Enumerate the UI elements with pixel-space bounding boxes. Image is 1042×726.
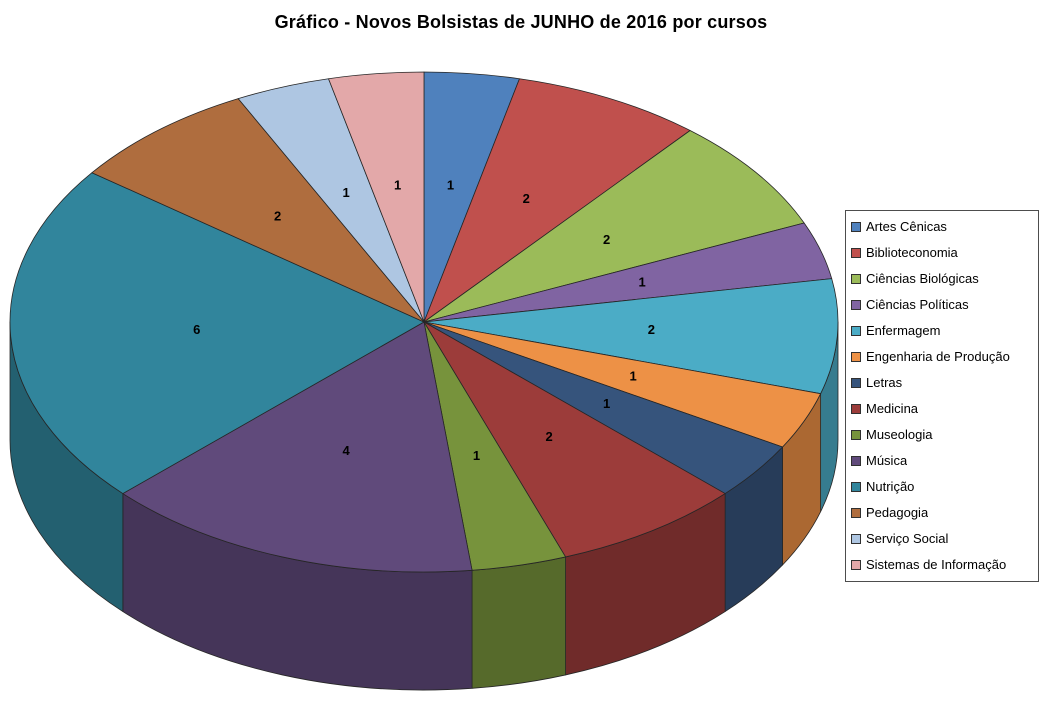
legend-swatch bbox=[851, 274, 861, 284]
legend-swatch bbox=[851, 456, 861, 466]
slice-data-label: 1 bbox=[603, 396, 610, 411]
legend-label: Artes Cênicas bbox=[866, 219, 947, 234]
slice-data-label: 4 bbox=[343, 443, 351, 458]
legend-swatch bbox=[851, 508, 861, 518]
legend-item[interactable]: Serviço Social bbox=[851, 529, 1034, 549]
chart-title: Gráfico - Novos Bolsistas de JUNHO de 20… bbox=[274, 12, 768, 32]
pie-slice[interactable] bbox=[122, 321, 473, 573]
slice-data-label: 1 bbox=[343, 185, 350, 200]
legend-item[interactable]: Ciências Políticas bbox=[851, 295, 1034, 315]
legend-item[interactable]: Nutrição bbox=[851, 477, 1034, 497]
slice-data-label: 1 bbox=[473, 448, 480, 463]
legend-label: Nutrição bbox=[866, 479, 915, 494]
legend-swatch bbox=[851, 378, 861, 388]
legend-swatch bbox=[851, 404, 861, 414]
legend-label: Museologia bbox=[866, 427, 933, 442]
slice-data-label: 2 bbox=[523, 191, 530, 206]
legend-item[interactable]: Museologia bbox=[851, 425, 1034, 445]
pie-slice[interactable] bbox=[328, 71, 425, 323]
pie-slice[interactable] bbox=[9, 172, 425, 494]
legend-swatch bbox=[851, 430, 861, 440]
legend-item[interactable]: Medicina bbox=[851, 399, 1034, 419]
legend-label: Sistemas de Informação bbox=[866, 557, 1007, 572]
legend-item[interactable]: Letras bbox=[851, 373, 1034, 393]
legend-item[interactable]: Sistemas de Informação bbox=[851, 555, 1034, 575]
slice-data-label: 2 bbox=[648, 322, 655, 337]
legend-label: Letras bbox=[866, 375, 903, 390]
slice-data-label: 1 bbox=[639, 275, 646, 290]
legend-swatch bbox=[851, 326, 861, 336]
slice-data-label: 1 bbox=[447, 177, 454, 192]
pie-slice[interactable] bbox=[91, 98, 425, 323]
legend-label: Ciências Políticas bbox=[866, 297, 969, 312]
legend-swatch bbox=[851, 248, 861, 258]
legend-item[interactable]: Música bbox=[851, 451, 1034, 471]
slice-data-label: 2 bbox=[603, 232, 610, 247]
pie-slice[interactable] bbox=[423, 321, 726, 558]
legend-item[interactable]: Artes Cênicas bbox=[851, 217, 1034, 237]
legend-label: Ciências Biológicas bbox=[866, 271, 979, 286]
pie-slice[interactable] bbox=[423, 130, 805, 323]
legend-item[interactable]: Engenharia de Produção bbox=[851, 347, 1034, 367]
chart-legend: Artes Cênicas Biblioteconomia Ciências Bio… bbox=[845, 210, 1039, 582]
legend-label: Música bbox=[866, 453, 908, 468]
pie-slice-side bbox=[471, 556, 566, 689]
legend-item[interactable]: Enfermagem bbox=[851, 321, 1034, 341]
legend-swatch bbox=[851, 352, 861, 362]
legend-swatch bbox=[851, 222, 861, 232]
slice-data-label: 1 bbox=[629, 368, 636, 383]
legend-item[interactable]: Ciências Biológicas bbox=[851, 269, 1034, 289]
legend-swatch bbox=[851, 560, 861, 570]
slice-data-label: 1 bbox=[394, 177, 401, 192]
legend-label: Biblioteconomia bbox=[866, 245, 958, 260]
legend-item[interactable]: Pedagogia bbox=[851, 503, 1034, 523]
legend-label: Enfermagem bbox=[866, 323, 941, 338]
slice-data-label: 2 bbox=[546, 429, 553, 444]
pie-slice[interactable] bbox=[423, 78, 691, 323]
pie-slice[interactable] bbox=[423, 278, 839, 395]
legend-label: Engenharia de Produção bbox=[866, 349, 1010, 364]
slice-data-label: 2 bbox=[274, 209, 281, 224]
legend-label: Pedagogia bbox=[866, 505, 929, 520]
legend-swatch bbox=[851, 534, 861, 544]
legend-swatch bbox=[851, 482, 861, 492]
legend-swatch bbox=[851, 300, 861, 310]
legend-label: Medicina bbox=[866, 401, 919, 416]
legend-item[interactable]: Biblioteconomia bbox=[851, 243, 1034, 263]
slice-data-label: 6 bbox=[193, 322, 200, 337]
legend-label: Serviço Social bbox=[866, 531, 949, 546]
